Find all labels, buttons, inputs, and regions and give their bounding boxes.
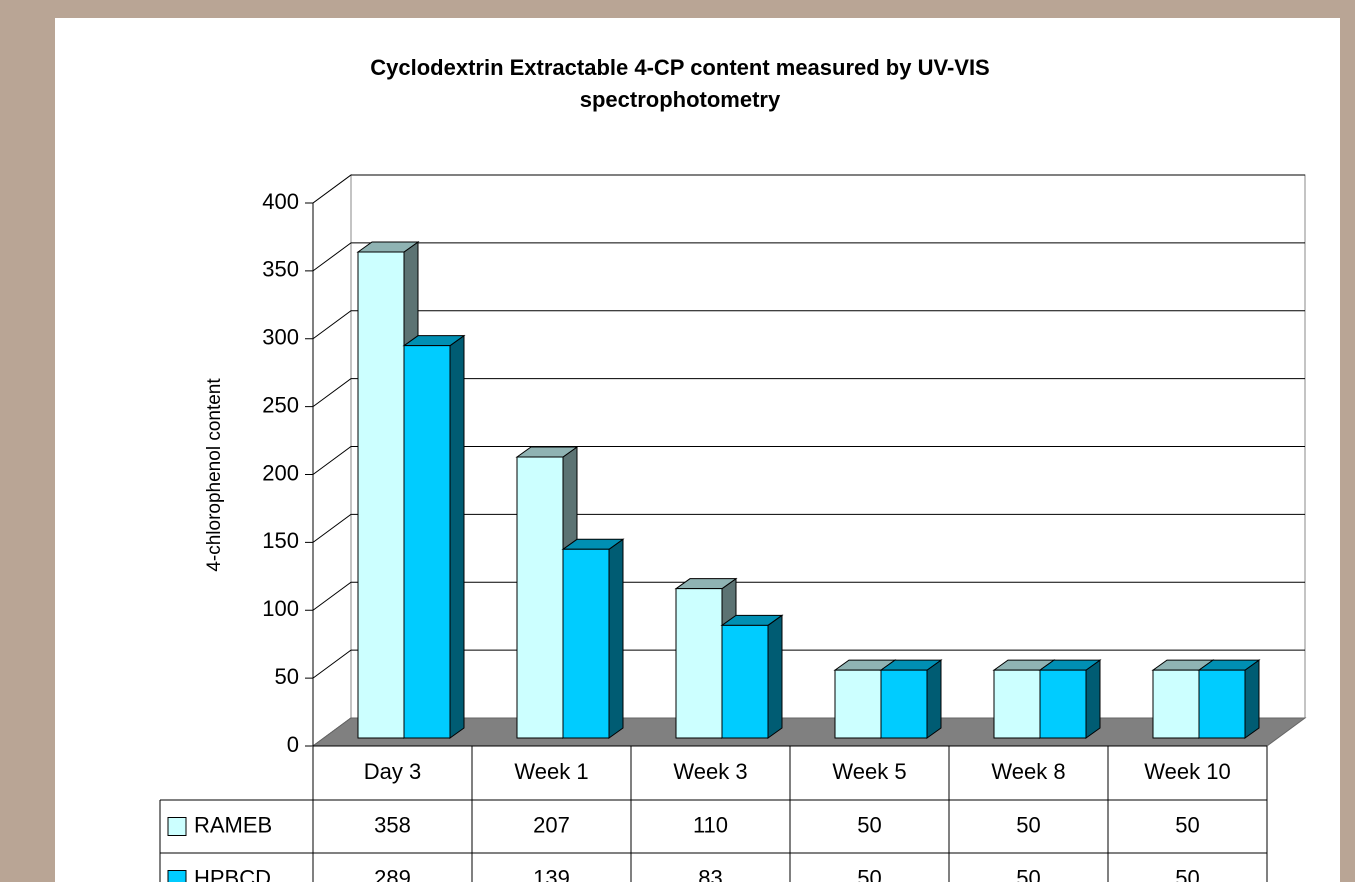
bar-face [608, 538, 624, 739]
table-value: 289 [374, 865, 411, 882]
chart-title: Cyclodextrin Extractable 4-CP content me… [370, 55, 990, 112]
legend-label: HPBCD [194, 865, 271, 882]
grid-line [312, 581, 1305, 611]
bar-face [449, 334, 465, 739]
bar-face [403, 345, 451, 739]
bar [879, 659, 943, 739]
y-tick-label: 150 [262, 528, 299, 553]
table-value: 207 [533, 812, 570, 837]
y-tick-label: 200 [262, 460, 299, 485]
table-value: 83 [698, 865, 722, 882]
table-value: 110 [693, 812, 728, 837]
bar-face [562, 548, 610, 739]
bar-face [993, 669, 1041, 739]
table-value: 50 [857, 812, 881, 837]
table-value: 50 [1175, 865, 1199, 882]
x-tick-label: Week 10 [1144, 759, 1230, 784]
x-tick-label: Week 5 [832, 759, 906, 784]
table-value: 139 [533, 865, 570, 882]
bar-face [1085, 659, 1101, 739]
grid-line [312, 378, 1305, 408]
x-tick-label: Week 8 [991, 759, 1065, 784]
x-tick-label: Day 3 [364, 759, 421, 784]
y-axis-label: 4-chlorophenol content [204, 378, 225, 572]
legend-label: RAMEB [194, 812, 272, 837]
legend-swatch [167, 870, 187, 882]
table-value: 50 [857, 865, 881, 882]
y-tick-label: 400 [262, 189, 299, 214]
bar-face [1198, 669, 1246, 739]
table-value: 50 [1016, 812, 1040, 837]
bar [561, 538, 625, 739]
y-tick-label: 50 [275, 664, 299, 689]
grid-line [312, 242, 1305, 272]
bar-face [926, 659, 942, 739]
grid-line [312, 446, 1305, 475]
bar [720, 614, 784, 739]
y-tick-label: 0 [287, 732, 299, 757]
y-tick-label: 250 [262, 392, 299, 417]
legend-swatch [167, 817, 187, 836]
y-tick-label: 300 [262, 325, 299, 350]
y-tick-label: 100 [262, 596, 299, 621]
bar-face [767, 614, 783, 739]
bar-face [1039, 669, 1087, 739]
bar-face [880, 669, 928, 739]
x-tick-label: Week 3 [673, 759, 747, 784]
bar-face [357, 251, 405, 739]
grid-line [312, 174, 1305, 204]
bar-face [721, 624, 769, 739]
bar-face [675, 588, 723, 739]
y-tick-label: 350 [262, 257, 299, 282]
x-tick-label: Week 1 [514, 759, 588, 784]
table-value: 358 [374, 812, 411, 837]
bar-face [834, 669, 882, 739]
table-value: 50 [1175, 812, 1199, 837]
bar-face [1152, 669, 1200, 739]
bar-face [1244, 659, 1260, 739]
grid-line [312, 310, 1305, 340]
bar [1038, 659, 1102, 739]
table-value: 50 [1016, 865, 1040, 882]
grid-line [312, 649, 1305, 679]
bar [402, 334, 466, 739]
bar-face [516, 456, 564, 739]
grid-line [312, 513, 1305, 543]
bar [1197, 659, 1261, 739]
